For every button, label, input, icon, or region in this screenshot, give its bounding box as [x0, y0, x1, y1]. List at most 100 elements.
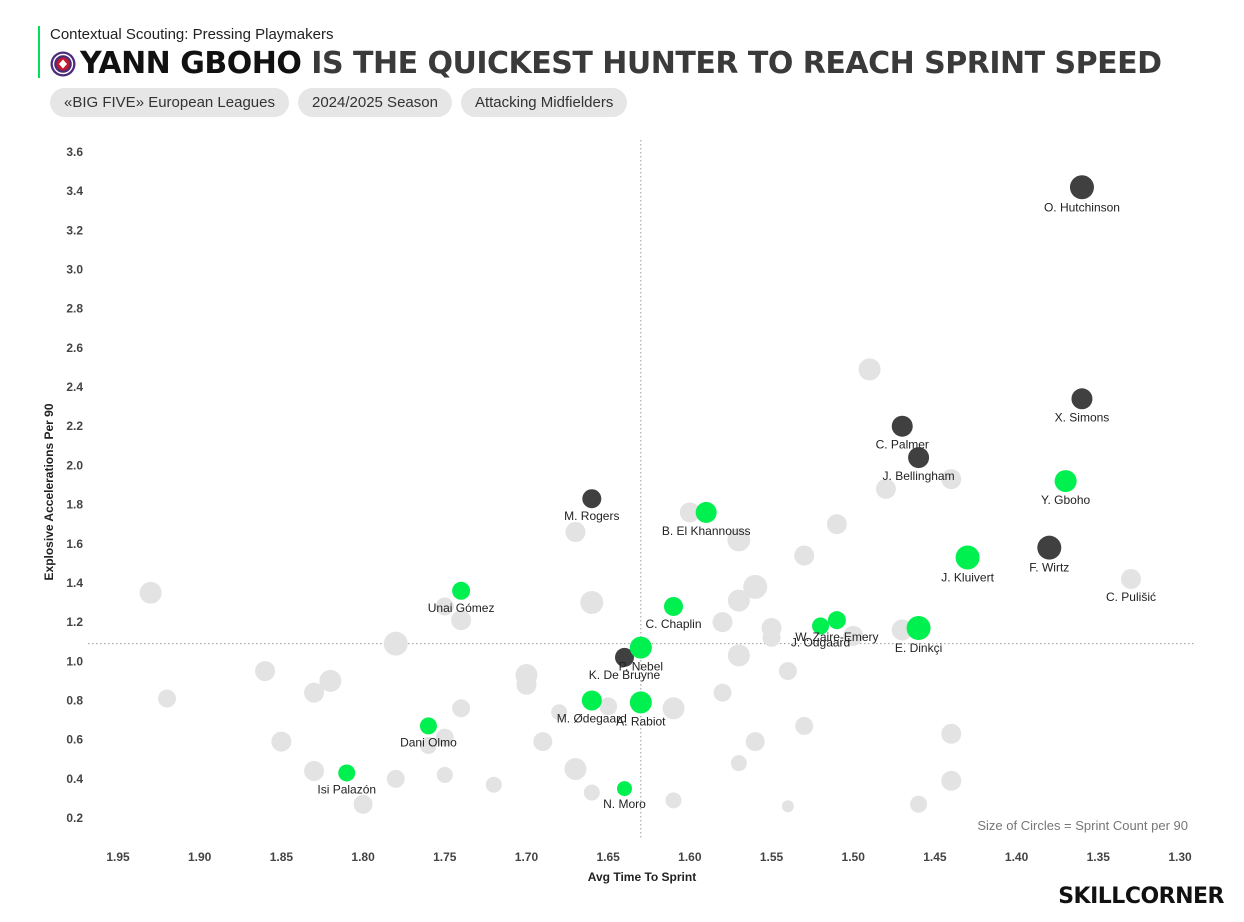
point-o-hutchinson[interactable] [1069, 175, 1094, 200]
point-c-chaplin[interactable] [664, 596, 684, 616]
point-other[interactable] [599, 697, 618, 716]
point-other[interactable] [826, 514, 847, 535]
point-other[interactable] [910, 795, 928, 813]
point-n-moro[interactable] [616, 781, 632, 797]
point-other[interactable] [745, 732, 765, 752]
point-label-a-rabiot: A. Rabiot [616, 714, 666, 728]
point-other[interactable] [730, 755, 747, 772]
filter-pills: «BIG FIVE» European Leagues 2024/2025 Se… [50, 88, 628, 117]
point-other[interactable] [565, 522, 586, 543]
point-e-dinkc-i[interactable] [906, 615, 931, 640]
y-tick-label: 3.0 [66, 263, 83, 277]
point-other[interactable] [580, 591, 604, 615]
point-label-c-pulis-ic: C. Pulišić [1106, 590, 1156, 604]
point-other[interactable] [713, 683, 732, 702]
point-other[interactable] [843, 625, 864, 646]
point-other[interactable] [139, 581, 162, 604]
point-other[interactable] [383, 631, 408, 656]
point-other[interactable] [727, 528, 751, 552]
point-other[interactable] [941, 469, 962, 490]
point-j-bellingham[interactable] [908, 447, 930, 469]
y-tick-label: 2.8 [66, 302, 83, 316]
point-c-pulis-ic[interactable] [1120, 569, 1141, 590]
point-other[interactable] [875, 478, 896, 499]
point-other[interactable] [451, 610, 472, 631]
point-label-j-bellingham: J. Bellingham [883, 469, 955, 483]
point-unai-go-mez[interactable] [452, 581, 471, 600]
point-w-zaire-emery[interactable] [827, 611, 846, 630]
filter-pill-leagues[interactable]: «BIG FIVE» European Leagues [50, 88, 289, 117]
point-other[interactable] [435, 597, 454, 616]
point-b-el-khannouss[interactable] [695, 501, 717, 523]
point-c-palmer[interactable] [891, 415, 913, 437]
point-other[interactable] [533, 732, 553, 752]
x-tick-label: 1.80 [351, 850, 375, 864]
point-other[interactable] [158, 689, 177, 708]
point-other[interactable] [743, 574, 768, 599]
point-other[interactable] [564, 758, 587, 781]
point-other[interactable] [665, 792, 682, 809]
filter-pill-position[interactable]: Attacking Midfielders [460, 88, 628, 117]
y-tick-label: 2.6 [66, 341, 83, 355]
y-tick-label: 3.6 [66, 145, 83, 159]
point-other[interactable] [353, 794, 373, 814]
point-other[interactable] [794, 545, 815, 566]
point-other[interactable] [551, 704, 568, 721]
point-label-j-kluivert: J. Kluivert [941, 570, 994, 584]
point-other[interactable] [778, 662, 797, 681]
point-other[interactable] [727, 644, 750, 667]
point-other[interactable] [452, 699, 471, 718]
point-other[interactable] [712, 612, 733, 633]
point-other[interactable] [858, 358, 881, 381]
y-tick-label: 2.2 [66, 419, 83, 433]
x-tick-label: 1.30 [1168, 850, 1192, 864]
point-label-m-degaard: M. Ødegaard [557, 711, 627, 725]
point-other[interactable] [435, 728, 454, 747]
y-tick-label: 1.8 [66, 498, 83, 512]
point-other[interactable] [662, 697, 685, 720]
point-other[interactable] [436, 766, 453, 783]
point-a-rabiot[interactable] [629, 691, 652, 714]
point-other[interactable] [271, 731, 292, 752]
point-other[interactable] [304, 760, 325, 781]
point-other[interactable] [304, 682, 325, 703]
point-j-kluivert[interactable] [955, 545, 980, 570]
y-tick-label: 1.2 [66, 615, 83, 629]
point-other[interactable] [941, 723, 962, 744]
point-other[interactable] [795, 716, 814, 735]
point-isi-palazo-n[interactable] [338, 764, 356, 782]
point-other[interactable] [419, 737, 437, 755]
point-k-de-bruyne[interactable] [614, 647, 634, 667]
point-other[interactable] [386, 769, 405, 788]
point-x-simons[interactable] [1071, 388, 1093, 410]
point-other[interactable] [485, 776, 502, 793]
point-other[interactable] [255, 661, 276, 682]
point-label-k-de-bruyne: K. De Bruyne [589, 668, 661, 682]
point-other[interactable] [516, 674, 537, 695]
y-tick-label: 1.0 [66, 654, 83, 668]
title-rest: IS THE QUICKEST HUNTER TO REACH SPRINT S… [301, 46, 1162, 81]
y-tick-label: 3.4 [66, 184, 83, 198]
reference-lines [88, 140, 1196, 838]
point-other[interactable] [941, 770, 962, 791]
point-other[interactable] [781, 800, 794, 813]
point-f-wirtz[interactable] [1037, 535, 1062, 560]
point-other[interactable] [679, 502, 700, 523]
point-other[interactable] [583, 784, 600, 801]
point-dani-olmo[interactable] [419, 717, 437, 735]
point-other[interactable] [319, 669, 342, 692]
size-legend-note: Size of Circles = Sprint Count per 90 [977, 818, 1188, 833]
point-m-degaard[interactable] [581, 690, 602, 711]
y-tick-label: 0.6 [66, 733, 83, 747]
point-y-gboho[interactable] [1054, 470, 1077, 493]
point-other[interactable] [762, 628, 781, 647]
point-label-y-gboho: Y. Gboho [1041, 493, 1090, 507]
x-tick-label: 1.95 [106, 850, 130, 864]
point-p-nebel[interactable] [629, 636, 652, 659]
point-j-odgaard[interactable] [812, 617, 830, 635]
point-other[interactable] [727, 589, 750, 612]
point-m-rogers[interactable] [582, 489, 602, 509]
filter-pill-season[interactable]: 2024/2025 Season [297, 88, 452, 117]
point-label-n-moro: N. Moro [603, 797, 646, 811]
